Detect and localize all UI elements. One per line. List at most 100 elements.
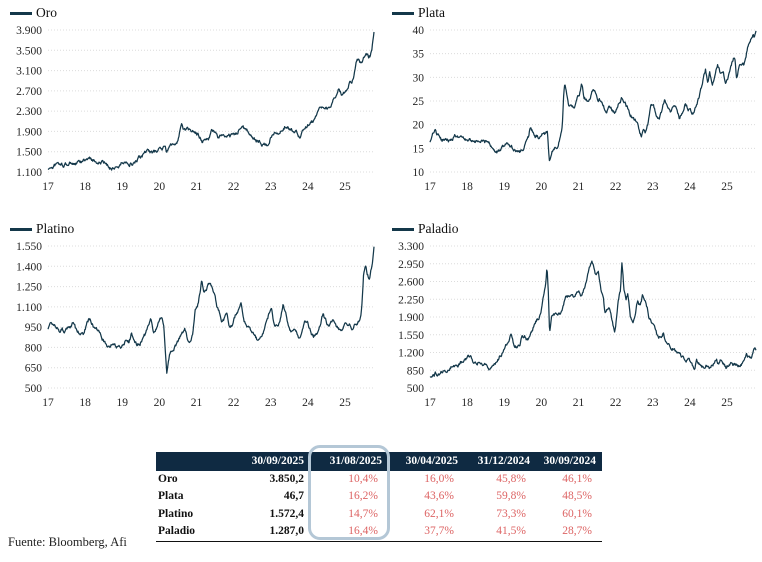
legend-label: Platino [36,221,75,236]
svg-text:3.900: 3.900 [16,25,42,37]
svg-text:1.900: 1.900 [16,126,42,138]
row-label: Platino [158,507,194,520]
line-swatch-icon [392,227,414,231]
svg-text:24: 24 [302,397,314,409]
svg-text:25: 25 [721,181,733,193]
svg-text:2.250: 2.250 [398,294,424,306]
svg-text:20: 20 [154,181,166,193]
source-note: Fuente: Bloomberg, Afi [8,535,127,549]
svg-text:17: 17 [424,181,436,193]
svg-text:22: 22 [610,181,622,193]
svg-text:3.100: 3.100 [16,66,42,78]
svg-text:1.100: 1.100 [16,167,42,179]
svg-text:1.500: 1.500 [16,147,42,159]
svg-text:17: 17 [42,181,54,193]
plata-legend: Plata [386,4,762,22]
svg-text:21: 21 [191,397,203,409]
pct-cell: 16,4% [310,523,388,542]
legend-label: Plata [418,5,445,20]
svg-text:20: 20 [536,397,548,409]
svg-text:19: 19 [117,397,129,409]
header-date-1: 30/09/2025 [234,452,310,471]
price-cell: 1.287,0 [234,523,310,542]
platino-chart: Platino 500 650 800 950 1.100 1.250 1.400 1.550… [4,218,380,416]
header-empty [156,452,234,471]
pct-cell: 37,7% [388,523,464,542]
header-date-2: 31/08/2025 [310,452,388,471]
svg-text:650: 650 [25,363,43,375]
platino-plot: 500 650 800 950 1.100 1.250 1.400 1.550 17 18 19 20… [16,241,375,409]
price-cell: 3.850,2 [269,472,305,485]
platino-legend: Platino [4,220,380,238]
svg-text:800: 800 [25,342,43,354]
pct-cell: 46,1% [562,472,592,485]
legend-label: Oro [36,5,57,20]
svg-text:1.400: 1.400 [16,261,42,273]
svg-text:24: 24 [684,397,696,409]
svg-text:25: 25 [339,397,351,409]
pct-cell: 48,5% [562,490,592,502]
svg-text:1.100: 1.100 [16,302,42,314]
svg-text:22: 22 [610,397,622,409]
pct-cell: 43,6% [424,490,454,502]
svg-text:21: 21 [573,397,585,409]
svg-text:20: 20 [536,181,548,193]
table-header-row: 30/09/2025 31/08/2025 30/04/2025 31/12/2… [156,452,602,471]
pct-cell: 73,3% [496,507,526,520]
svg-text:850: 850 [407,365,425,377]
svg-text:23: 23 [265,181,277,193]
svg-text:19: 19 [117,181,129,193]
price-cell: 46,7 [283,490,304,502]
svg-text:23: 23 [265,397,277,409]
svg-text:1.550: 1.550 [16,241,42,253]
svg-text:2.950: 2.950 [398,259,424,271]
pct-cell: 16,0% [424,472,454,485]
table-row-paladio: Paladio 1.287,0 16,4% 37,7% 41,5% 28,7% [156,523,602,542]
header-date-5: 30/09/2024 [536,452,602,471]
paladio-legend: Paladio [386,220,762,238]
svg-text:17: 17 [424,397,436,409]
svg-text:2.600: 2.600 [398,277,424,289]
svg-text:18: 18 [461,181,473,193]
svg-text:3.500: 3.500 [16,45,42,57]
pct-cell: 28,7% [536,523,602,542]
svg-text:950: 950 [25,322,43,334]
table-row-platino: Platino 1.572,4 14,7% 62,1% 73,3% 60,1% [156,506,602,524]
svg-text:20: 20 [413,120,425,132]
pct-cell: 60,1% [562,507,592,520]
svg-text:18: 18 [461,397,473,409]
svg-text:3.300: 3.300 [398,241,424,253]
svg-text:2.700: 2.700 [16,86,42,98]
oro-chart: Oro 1.100 1.500 1.900 2.300 2.700 3.100 3.500 3… [4,2,380,200]
svg-text:30: 30 [413,72,425,84]
svg-text:18: 18 [79,181,91,193]
svg-text:18: 18 [79,397,91,409]
pct-cell: 16,2% [348,490,378,502]
svg-text:1.200: 1.200 [398,348,424,360]
svg-text:500: 500 [25,383,43,395]
svg-text:35: 35 [413,49,425,61]
svg-text:23: 23 [647,181,659,193]
svg-text:24: 24 [684,181,696,193]
svg-text:25: 25 [339,181,351,193]
header-date-3: 30/04/2025 [388,452,464,471]
svg-text:24: 24 [302,181,314,193]
svg-text:21: 21 [573,181,585,193]
oro-legend: Oro [4,4,380,22]
performance-table: 30/09/2025 31/08/2025 30/04/2025 31/12/2… [156,452,602,542]
table-row-plata: Plata 46,7 16,2% 43,6% 59,8% 48,5% [156,488,602,506]
svg-text:19: 19 [499,181,511,193]
pct-cell: 41,5% [464,523,536,542]
pct-cell: 62,1% [424,507,454,520]
pct-cell: 45,8% [496,472,526,485]
oro-plot: 1.100 1.500 1.900 2.300 2.700 3.100 3.500 3.900… [16,25,375,193]
svg-text:1.900: 1.900 [398,312,424,324]
row-label: Oro [158,472,178,485]
svg-text:25: 25 [413,96,425,108]
svg-text:23: 23 [647,397,659,409]
svg-text:19: 19 [499,397,511,409]
svg-text:2.300: 2.300 [16,106,42,118]
svg-text:500: 500 [407,383,425,395]
svg-text:17: 17 [42,397,54,409]
